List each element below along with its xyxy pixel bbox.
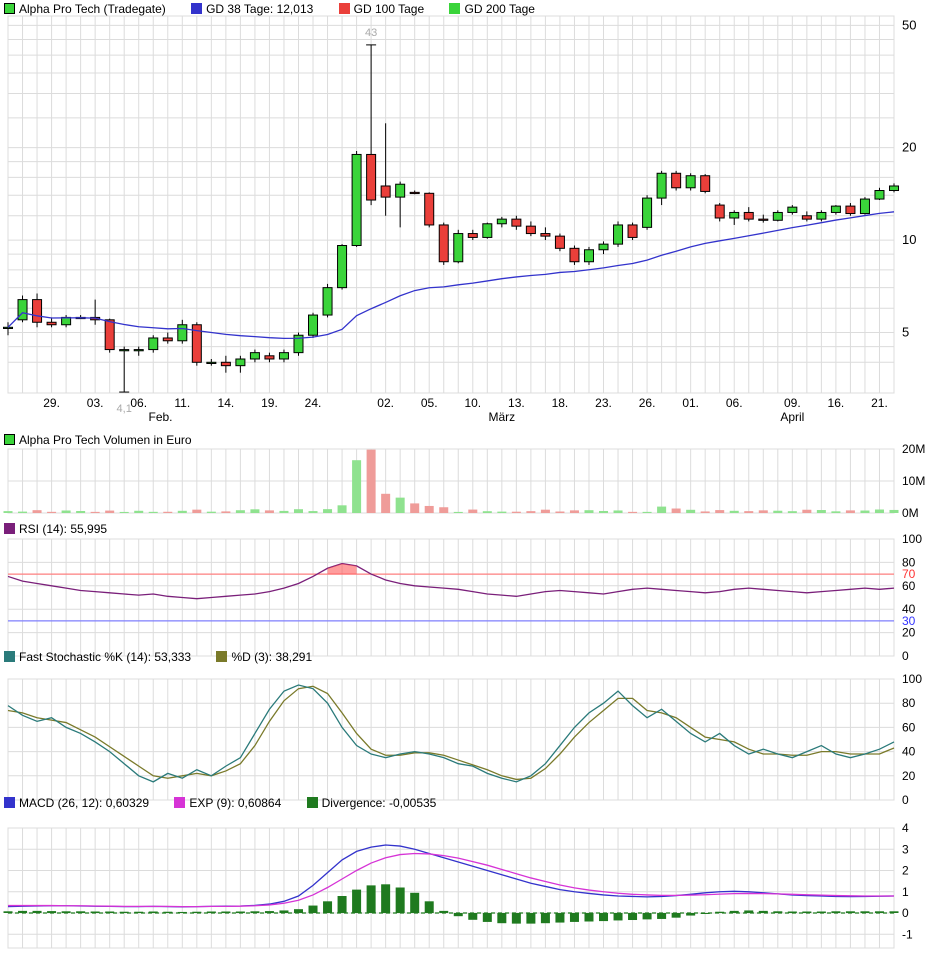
svg-text:1: 1 — [902, 885, 909, 899]
svg-text:-1: -1 — [902, 927, 913, 941]
svg-text:2: 2 — [902, 864, 909, 878]
svg-text:3: 3 — [902, 842, 909, 856]
svg-text:4: 4 — [902, 821, 909, 835]
svg-text:0: 0 — [902, 906, 909, 920]
